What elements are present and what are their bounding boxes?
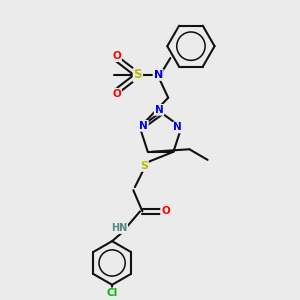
- Text: N: N: [154, 70, 163, 80]
- Text: S: S: [134, 68, 142, 82]
- Text: O: O: [112, 51, 121, 61]
- Text: HN: HN: [111, 223, 127, 233]
- Text: O: O: [161, 206, 170, 216]
- Text: N: N: [173, 122, 182, 132]
- Text: N: N: [155, 105, 164, 115]
- Text: O: O: [112, 89, 121, 99]
- Text: Cl: Cl: [106, 288, 118, 298]
- Text: N: N: [139, 121, 148, 131]
- Text: S: S: [140, 161, 148, 171]
